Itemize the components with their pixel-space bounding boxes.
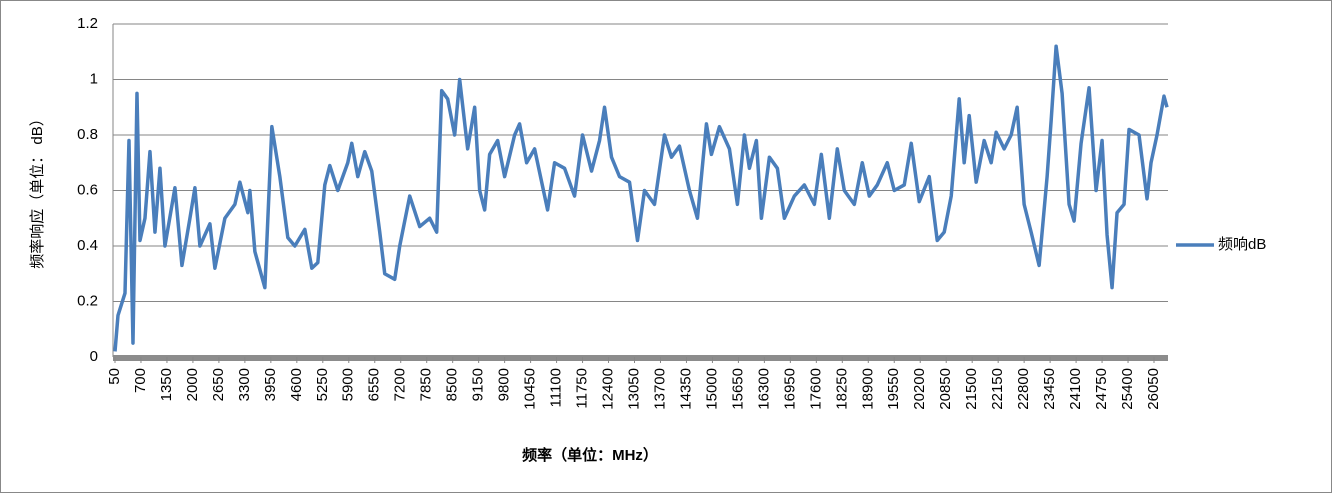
- x-tick-label: 18900: [859, 368, 876, 410]
- x-tick-label: 23450: [1041, 368, 1058, 410]
- x-tick-label: 700: [132, 368, 149, 393]
- y-tick-label: 0: [90, 348, 98, 365]
- x-tick-label: 5250: [314, 368, 331, 401]
- y-tick-label: 1: [90, 70, 98, 87]
- x-tick-label: 15650: [729, 368, 746, 410]
- x-tick-label: 20200: [911, 368, 928, 410]
- x-axis-band: [113, 355, 1168, 361]
- x-tick-label: 2650: [210, 368, 227, 401]
- x-tick-label: 9150: [470, 368, 487, 401]
- x-tick-label: 24750: [1093, 368, 1110, 410]
- x-tick-label: 8500: [444, 368, 461, 401]
- x-tick-label: 5900: [340, 368, 357, 401]
- x-axis-title: 频率（单位：MHz）: [522, 446, 658, 464]
- x-tick-label: 12400: [599, 368, 616, 410]
- x-tick-label: 13050: [625, 368, 642, 410]
- x-tick-label: 50: [106, 368, 123, 385]
- x-tick-label: 22150: [989, 368, 1006, 410]
- x-tick-label: 16300: [755, 368, 772, 410]
- y-tick-label: 1.2: [77, 15, 98, 32]
- y-axis-title: 频率响应（单位： dB）: [28, 111, 46, 269]
- y-tick-label: 0.6: [77, 181, 98, 198]
- x-tick-label: 19550: [885, 368, 902, 410]
- legend-label: 频响dB: [1218, 236, 1266, 253]
- x-tick-label: 14350: [677, 368, 694, 410]
- y-tick-label: 0.4: [77, 237, 98, 254]
- y-tick-label: 0.2: [77, 292, 98, 309]
- x-tick-label: 1350: [158, 368, 175, 401]
- x-tick-label: 22800: [1015, 368, 1032, 410]
- x-tick-label: 6550: [366, 368, 383, 401]
- data-line: [113, 44, 1169, 352]
- y-tick-label: 0.8: [77, 126, 98, 143]
- x-tick-label: 21500: [963, 368, 980, 410]
- x-tick-label: 13700: [651, 368, 668, 410]
- x-tick-label: 15000: [703, 368, 720, 410]
- x-tick-label: 3950: [262, 368, 279, 401]
- x-tick-label: 24100: [1067, 368, 1084, 410]
- x-tick-label: 17600: [807, 368, 824, 410]
- x-tick-label: 10450: [522, 368, 539, 410]
- x-tick-label: 3300: [236, 368, 253, 401]
- x-tick-label: 18250: [833, 368, 850, 410]
- x-tick-label: 25400: [1119, 368, 1136, 410]
- x-tick-label: 11750: [574, 368, 591, 409]
- x-tick-label: 9800: [496, 368, 513, 401]
- x-tick-label: 16950: [781, 368, 798, 410]
- x-tick-label: 11100: [548, 368, 565, 408]
- x-tick-label: 4600: [288, 368, 305, 401]
- x-tick-label: 20850: [937, 368, 954, 410]
- x-tick-label: 7850: [418, 368, 435, 401]
- x-tick-label: 26050: [1145, 368, 1162, 410]
- x-tick-label: 2000: [184, 368, 201, 401]
- x-tick-label: 7200: [392, 368, 409, 401]
